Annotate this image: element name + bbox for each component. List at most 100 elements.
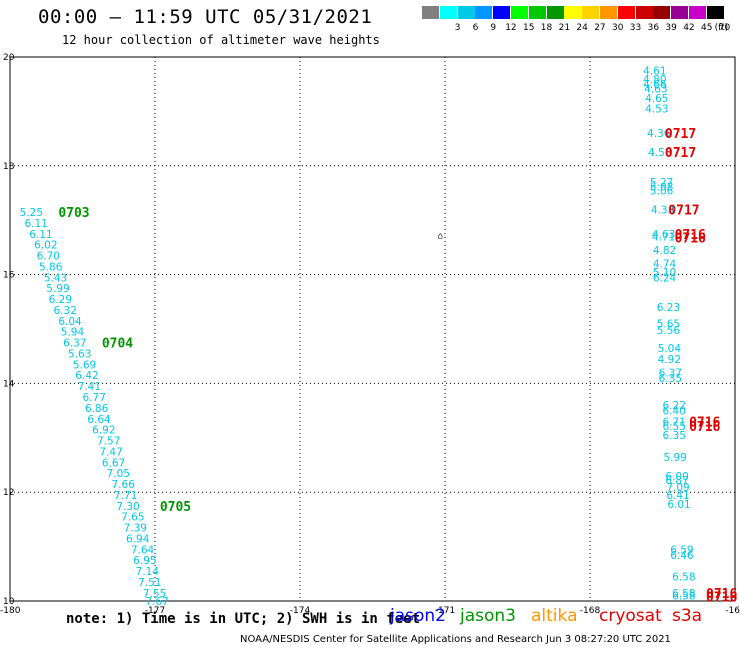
legend-swatch xyxy=(493,6,511,19)
wave-height-value: 5.99 xyxy=(46,283,69,295)
wave-height-value: 5.94 xyxy=(61,327,85,339)
legend-swatch xyxy=(706,6,724,19)
y-tick-label: 12 xyxy=(3,488,14,498)
wave-height-value: 4.63 xyxy=(652,229,675,241)
wave-height-value: 5.04 xyxy=(658,343,682,355)
x-tick-label: -174 xyxy=(290,606,311,616)
wave-height-value: 6.37 xyxy=(63,338,86,350)
wave-height-value: 6.64 xyxy=(87,414,111,426)
legend-swatch xyxy=(653,6,671,19)
legend-label: 70 xyxy=(718,23,731,33)
wave-height-value: 6.70 xyxy=(37,251,60,263)
legend-label: 42 xyxy=(683,23,695,33)
wave-height-value: 6.55 xyxy=(663,421,686,433)
wave-height-value: 6.58 xyxy=(672,591,695,603)
wave-height-value: 6.46 xyxy=(670,550,694,562)
pass-time-label: 0717 xyxy=(668,203,699,218)
legend-label: 3 xyxy=(454,23,461,33)
wave-height-value: 5.10 xyxy=(653,267,676,279)
wave-height-value: 7.67 xyxy=(145,596,168,608)
legend-swatch xyxy=(511,6,528,19)
pass-time-label: 0716 xyxy=(675,232,706,247)
legend-label: 33 xyxy=(629,23,642,33)
wave-height-value: 6.92 xyxy=(92,425,115,437)
wave-height-value: 4.33 xyxy=(651,204,674,216)
wave-height-value: 5.69 xyxy=(73,359,96,371)
wave-height-value: 7.05 xyxy=(107,468,130,480)
pass-time-label: 0716 xyxy=(689,415,720,430)
wave-height-value: 4.65 xyxy=(645,93,668,105)
y-tick-label: 10 xyxy=(3,597,15,607)
x-tick-label: -180 xyxy=(0,606,21,616)
legend-swatch xyxy=(600,6,617,19)
legend-swatch xyxy=(457,6,475,19)
wave-height-value: 6.22 xyxy=(663,400,686,412)
wave-height-value: 6.42 xyxy=(75,370,98,382)
y-tick-label: 14 xyxy=(3,379,15,389)
legend-swatch xyxy=(689,6,706,19)
wave-height-value: 6.01 xyxy=(667,499,690,511)
wave-height-value: 6.04 xyxy=(58,316,82,328)
wave-height-value: 7.57 xyxy=(97,436,120,448)
legend-swatch xyxy=(617,6,635,19)
x-tick-label: -168 xyxy=(580,606,601,616)
wave-height-value: 4.36 xyxy=(647,128,671,140)
wave-height-value: 6.58 xyxy=(672,588,695,600)
wave-height-value: 6.95 xyxy=(133,555,156,567)
pass-time-label: 0705 xyxy=(160,500,191,515)
pass-time-label: 0703 xyxy=(58,206,89,221)
satellite-label-jason3: jason3 xyxy=(460,606,516,626)
wave-height-value: 6.23 xyxy=(657,302,680,314)
legend-swatch xyxy=(582,6,600,19)
wave-height-value: 6.24 xyxy=(653,272,677,284)
wave-height-value: 6.40 xyxy=(663,406,686,418)
legend-unit: (ft) xyxy=(714,23,729,33)
wave-height-value: 7.47 xyxy=(99,446,122,458)
wave-height-value: 4.82 xyxy=(653,245,676,257)
legend-swatch xyxy=(671,6,689,19)
pass-time-label: 0716 xyxy=(675,228,706,243)
plot-frame xyxy=(9,56,736,602)
wave-height-value: 4.58 xyxy=(648,147,671,159)
wave-height-value: 6.86 xyxy=(85,403,109,415)
wave-height-value: 7.71 xyxy=(114,490,137,502)
legend-swatch xyxy=(528,6,546,19)
legend-label: 9 xyxy=(490,23,497,33)
x-tick-label: -16 xyxy=(725,606,740,616)
legend-swatch xyxy=(439,6,457,19)
legend-swatch xyxy=(422,6,439,19)
chart-subtitle: 12 hour collection of altimeter wave hei… xyxy=(62,33,380,47)
satellite-label-cryosat: cryosat xyxy=(599,606,662,626)
wave-height-value: 6.67 xyxy=(102,457,125,469)
satellite-label-altika: altika xyxy=(531,606,578,626)
wave-height-value: 7.09 xyxy=(666,482,689,494)
wave-height-value: 7.65 xyxy=(121,512,144,524)
wave-height-value: 6.59 xyxy=(670,544,693,556)
wave-height-value: 7.30 xyxy=(116,501,139,513)
wave-height-value: 7.14 xyxy=(136,566,160,578)
legend-swatch xyxy=(635,6,653,19)
wave-height-value: 6.94 xyxy=(126,533,150,545)
credit-line: NOAA/NESDIS Center for Satellite Applica… xyxy=(240,634,671,645)
wave-height-value: 6.02 xyxy=(34,240,57,252)
wave-height-value: 6.87 xyxy=(665,475,688,487)
legend-label: 21 xyxy=(558,23,571,33)
pass-time-label: 0716 xyxy=(706,587,737,602)
pass-time-label: 0717 xyxy=(665,127,696,142)
wave-height-value: 6.11 xyxy=(29,229,52,241)
wave-height-value: 5.99 xyxy=(663,452,686,464)
legend-label: 30 xyxy=(612,23,624,33)
pass-time-label: 0704 xyxy=(102,337,133,352)
wave-height-value: 4.53 xyxy=(645,104,668,116)
wave-height-value: 5.43 xyxy=(44,272,67,284)
satellite-label-s3a: s3a xyxy=(672,606,703,626)
wave-height-value: 7.55 xyxy=(143,588,166,600)
wave-height-value: 4.92 xyxy=(658,354,681,366)
wave-height-value: 5.25 xyxy=(20,207,43,219)
legend-label: 39 xyxy=(665,23,677,33)
wave-height-value: 6.41 xyxy=(666,490,689,502)
wave-height-value: 5.08 xyxy=(650,181,673,193)
footer-note: note: 1) Time is in UTC; 2) SWH is in fe… xyxy=(66,611,421,627)
wave-height-value: 6.29 xyxy=(49,294,72,306)
wave-height-value: 6.58 xyxy=(672,572,695,584)
